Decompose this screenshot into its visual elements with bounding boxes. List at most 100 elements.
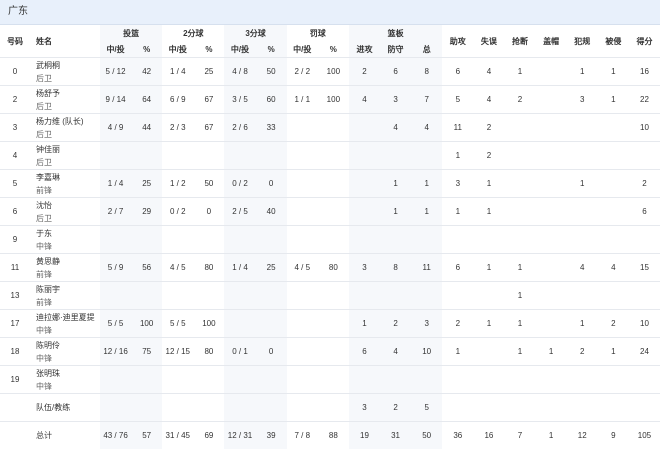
stat-cell: [131, 141, 163, 170]
player-row: 19 张明珠 中锋: [0, 365, 660, 394]
stat-cell: 0: [255, 169, 287, 198]
stat-cell: [317, 197, 349, 226]
stat-cell: 2: [473, 141, 505, 170]
stat-cell: [535, 281, 567, 310]
stat-cell: [535, 141, 567, 170]
stat-cell: 10: [628, 309, 660, 338]
stat-cell: [535, 393, 567, 422]
stat-cell: 1: [535, 337, 567, 366]
stat-cell: [535, 225, 567, 254]
stat-cell: [255, 309, 287, 338]
stat-cell: [224, 365, 256, 394]
group-header: 投篮: [100, 25, 163, 41]
stat-cell: 80: [193, 337, 225, 366]
stat-cell: 67: [193, 85, 225, 114]
column-header: 被侵: [605, 36, 622, 46]
stat-cell: 4: [380, 113, 412, 142]
sub-header: 进攻: [348, 41, 381, 58]
stat-cell: 1: [566, 57, 598, 86]
stat-cell: 2: [597, 309, 629, 338]
player-row: 3 杨力维 (队长) 后卫 4 / 9 44 2 / 3 67 2 / 6 33 4 4 11 2 10: [0, 113, 660, 142]
stat-cell: 6 / 9: [162, 85, 194, 114]
stat-cell: [224, 393, 256, 422]
player-position: 后卫: [36, 213, 52, 223]
player-row: 0 武桐桐 后卫 5 / 12 42 1 / 4 25 4 / 8 50 2 / 2 100 2 6 8 6…: [0, 57, 660, 86]
stat-cell: [100, 365, 132, 394]
player-position: 前锋: [36, 269, 52, 279]
stat-cell: 10: [628, 113, 660, 142]
player-number: 3: [0, 113, 30, 142]
stat-cell: [286, 365, 318, 394]
stat-cell: [504, 225, 536, 254]
stat-cell: 100: [317, 57, 349, 86]
player-name: 总计: [36, 431, 52, 440]
stat-cell: [317, 337, 349, 366]
stat-cell: 1: [597, 337, 629, 366]
stat-cell: [597, 169, 629, 198]
stat-cell: [317, 141, 349, 170]
stat-cell: 25: [193, 57, 225, 86]
stat-cell: [597, 197, 629, 226]
stat-cell: [255, 141, 287, 170]
player-number: 2: [0, 85, 30, 114]
stat-cell: 0 / 2: [162, 197, 194, 226]
player-row: 总计 43 / 76 57 31 / 45 69 12 / 31 39 7 / 8 88 19 31…: [0, 421, 660, 449]
stat-cell: 4: [411, 113, 443, 142]
player-name: 沈怡: [36, 200, 52, 210]
stat-cell: [286, 281, 318, 310]
group-header: 罚球: [309, 28, 326, 38]
sub-header: 中/投: [168, 44, 187, 54]
stat-cell: 4 / 9: [100, 113, 132, 142]
stat-cell: [162, 225, 194, 254]
stat-cell: [411, 225, 443, 254]
stat-cell: [317, 281, 349, 310]
stat-cell: 2 / 2: [286, 57, 318, 86]
stat-cell: 1 / 1: [286, 85, 318, 114]
player-number: [0, 393, 30, 422]
stat-cell: 1: [566, 309, 598, 338]
player-row: 13 陈丽宇 前锋 1: [0, 281, 660, 310]
stat-cell: [442, 365, 474, 394]
stat-cell: 4: [473, 57, 505, 86]
stat-cell: 9 / 14: [100, 85, 132, 114]
stat-cell: [566, 225, 598, 254]
stat-cell: 4: [473, 85, 505, 114]
stat-cell: 100: [193, 309, 225, 338]
stat-cell: 1: [597, 85, 629, 114]
stat-cell: [348, 281, 381, 310]
stat-cell: [535, 309, 567, 338]
stat-cell: 9: [597, 421, 629, 449]
box-score-table: 号码 姓名 投篮 2分球 3分球 罚球 篮板 助攻 失误 抢断 盖帽 犯规 被侵 得分 中/投% 中/投% 中/…: [0, 25, 660, 449]
stat-cell: 60: [255, 85, 287, 114]
stat-cell: 36: [442, 421, 474, 449]
stat-cell: 4 / 5: [162, 253, 194, 282]
player-cell: 黄思静 前锋: [30, 253, 100, 282]
stat-cell: 1: [473, 309, 505, 338]
group-header: 2分球: [183, 28, 204, 38]
stat-cell: 2: [628, 169, 660, 198]
column-header: 姓名: [36, 36, 52, 46]
stat-cell: 1 / 4: [100, 169, 132, 198]
stat-cell: [317, 393, 349, 422]
stat-cell: 7 / 8: [286, 421, 318, 449]
sub-header: 中/投: [100, 41, 132, 58]
stat-cell: [348, 169, 381, 198]
sub-header: 中/投: [293, 44, 312, 54]
stat-cell: 1: [597, 57, 629, 86]
stat-cell: 1: [411, 197, 443, 226]
stat-cell: 7: [504, 421, 536, 449]
player-cell: 武桐桐 后卫: [30, 57, 100, 86]
stat-cell: 42: [131, 57, 163, 86]
player-number: 6: [0, 197, 30, 226]
stat-cell: [224, 141, 256, 170]
player-number: 13: [0, 281, 30, 310]
stat-cell: 43 / 76: [100, 421, 132, 449]
stat-cell: 4 / 5: [286, 253, 318, 282]
stat-cell: 80: [193, 253, 225, 282]
stat-cell: [317, 113, 349, 142]
stat-cell: 1: [380, 169, 412, 198]
stat-cell: [286, 169, 318, 198]
player-name: 陈丽宇: [36, 284, 60, 294]
stat-cell: 1: [504, 281, 536, 310]
